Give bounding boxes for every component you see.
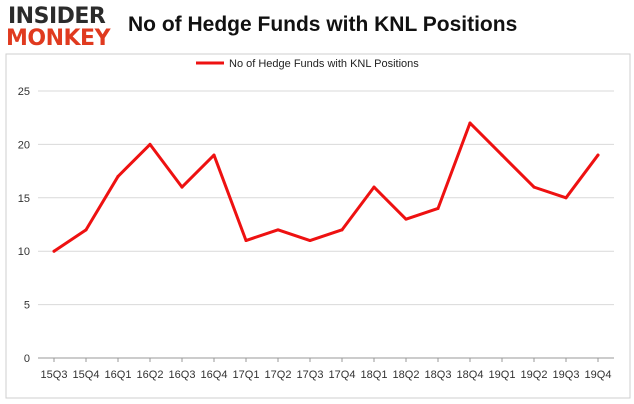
legend-label: No of Hedge Funds with KNL Positions: [229, 58, 419, 70]
x-tick-label: 16Q4: [201, 369, 228, 381]
data-point: [180, 185, 184, 189]
logo-text-top: INSIDER: [8, 4, 106, 29]
x-tick-label: 15Q3: [41, 369, 68, 381]
x-tick-label: 18Q1: [361, 369, 388, 381]
y-tick-label: 0: [24, 353, 30, 365]
data-point: [116, 174, 120, 178]
data-point: [564, 196, 568, 200]
x-tick-label: 18Q3: [425, 369, 452, 381]
x-tick-label: 17Q3: [297, 369, 324, 381]
data-point: [148, 142, 152, 146]
data-point: [596, 153, 600, 157]
logo-text-bottom: MONKEY: [6, 26, 111, 51]
x-tick-label: 15Q4: [73, 369, 100, 381]
chart-title: No of Hedge Funds with KNL Positions: [128, 13, 518, 36]
data-point: [212, 153, 216, 157]
data-point: [308, 239, 312, 243]
y-tick-label: 20: [18, 139, 30, 151]
data-point: [244, 239, 248, 243]
x-tick-label: 17Q1: [233, 369, 260, 381]
x-tick-label: 19Q2: [521, 369, 548, 381]
insider-monkey-logo: INSIDER MONKEY: [6, 4, 118, 52]
data-point: [372, 185, 376, 189]
data-point: [276, 228, 280, 232]
legend: No of Hedge Funds with KNL Positions: [196, 58, 419, 70]
data-point: [500, 153, 504, 157]
x-tick-label: 16Q2: [137, 369, 164, 381]
x-tick-label: 18Q2: [393, 369, 420, 381]
x-tick-label: 17Q2: [265, 369, 292, 381]
data-point: [468, 121, 472, 125]
chart-border: [5, 53, 631, 399]
y-tick-label: 5: [24, 300, 30, 312]
data-point: [340, 228, 344, 232]
x-tick-label: 17Q4: [329, 369, 356, 381]
data-point: [404, 217, 408, 221]
x-tick-label: 18Q4: [457, 369, 484, 381]
x-tick-label: 16Q1: [105, 369, 132, 381]
data-point: [532, 185, 536, 189]
y-tick-label: 15: [18, 193, 30, 205]
data-point: [52, 249, 56, 253]
y-tick-label: 25: [18, 86, 30, 98]
x-tick-label: 19Q4: [585, 369, 612, 381]
x-tick-label: 16Q3: [169, 369, 196, 381]
x-tick-label: 19Q1: [489, 369, 516, 381]
data-point: [436, 206, 440, 210]
x-tick-label: 19Q3: [553, 369, 580, 381]
data-point: [84, 228, 88, 232]
series-line: [52, 121, 600, 253]
y-tick-label: 10: [18, 246, 30, 258]
